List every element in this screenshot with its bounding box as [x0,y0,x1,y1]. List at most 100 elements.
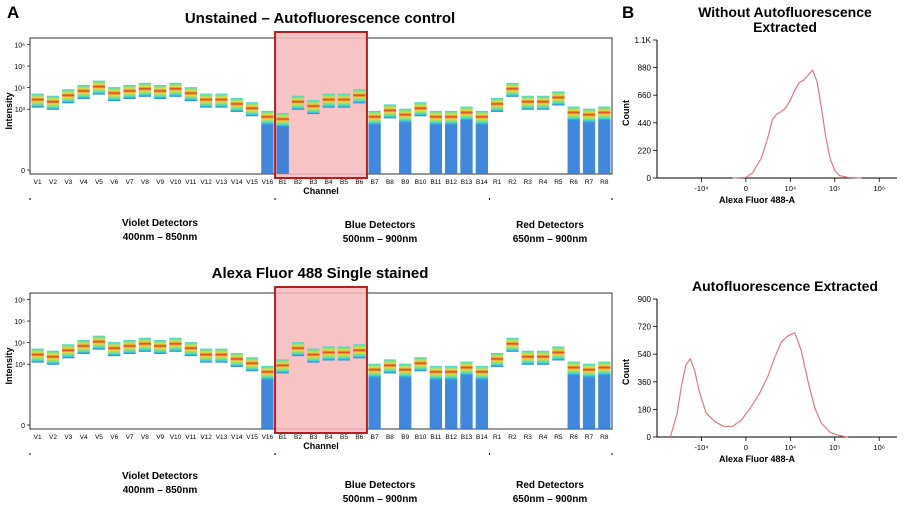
intensity-bar [322,93,335,108]
channel-tick-label: B6 [355,434,363,441]
y-axis-label: Intensity [4,347,14,384]
y-tick-label: 10⁶ [14,42,25,49]
intensity-bar [154,84,167,99]
intensity-bar [567,106,580,121]
histogram-curve [669,331,849,438]
intensity-bar [506,337,519,352]
intensity-bar [582,363,596,378]
channel-tick-label: R3 [524,179,533,186]
intensity-bar [199,348,213,363]
channel-tick-label: V5 [95,434,103,441]
intensity-bar [368,110,381,125]
x-axis-label: Alexa Fluor 488-A [719,454,796,464]
channel-tick-label: R5 [554,434,563,441]
channel-tick-label: V4 [80,434,88,441]
red-detectors-label-1: Red Detectors 650nm – 900nm [512,220,588,245]
intensity-bar [123,84,136,99]
channel-tick-label: R7 [585,434,594,441]
intensity-bar [322,346,335,361]
intensity-bar-floor [276,127,289,174]
intensity-bar [552,91,565,106]
channel-tick-label: B3 [309,434,317,441]
x-tick-label: 10⁴ [785,184,797,193]
channel-tick-label: R6 [570,179,579,186]
channel-tick-label: R1 [493,434,502,441]
channel-tick-label: B13 [461,434,473,441]
violet-detectors-label-2: Violet Detectors 400nm – 850nm [122,471,198,496]
intensity-bar-floor [582,377,596,429]
intensity-bar-floor [567,120,580,174]
channel-tick-label: R1 [493,179,502,186]
intensity-bar [536,350,550,365]
chart-title-unstained: Unstained – Autofluorescence control [184,10,456,27]
intensity-bar [215,348,228,363]
channel-tick-label: V12 [200,434,212,441]
intensity-bar [230,97,243,112]
channel-tick-label: R4 [539,434,548,441]
intensity-bar-floor [445,124,458,174]
intensity-bar [245,102,259,117]
intensity-bar [77,84,90,99]
channel-tick-label: B2 [294,434,302,441]
channel-tick-label: B14 [476,179,488,186]
blue-detectors-label-1: Blue Detectors 500nm – 900nm [342,220,418,245]
spectral-heatmap-af488: 10⁶ 10⁵ 10⁴ 10³ 0 Intensity V1 V2 V3 V4 V5 V6 V7 V8 V9… [4,286,613,455]
intensity-bar [460,106,473,121]
x-tick-label: 10⁵ [829,184,840,193]
intensity-bar [169,82,182,97]
x-tick-label: 10⁶ [874,443,885,452]
channel-tick-label: V1 [34,434,42,441]
intensity-bar-floor [475,124,488,174]
intensity-bar-floor [429,124,443,174]
intensity-bar [291,342,305,357]
intensity-bar [337,346,351,361]
channel-tick-label: V1 [34,179,42,186]
intensity-bar [31,348,44,363]
channel-tick-label: B9 [401,179,409,186]
y-axis-label: Intensity [4,92,14,129]
intensity-bar-floor [460,120,473,174]
intensity-bar [307,100,320,115]
x-tick-label: 0 [744,184,748,193]
channel-tick-label: V10 [170,434,182,441]
intensity-bar [414,102,427,117]
red-detectors-label-2: Red Detectors 650nm – 900nm [512,480,588,505]
intensity-bar-floor [399,122,412,174]
channel-tick-label: V15 [246,434,258,441]
channel-tick-label: V13 [216,434,228,441]
channel-tick-label: V14 [231,434,243,441]
x-axis-label: Alexa Fluor 488-A [719,195,796,205]
blue-detectors-label-2: Blue Detectors 500nm – 900nm [342,480,418,505]
intensity-bar [353,344,366,359]
intensity-bar-floor [261,379,274,429]
intensity-bar-floor [475,379,488,429]
channel-tick-label: V7 [126,179,134,186]
intensity-bar [536,95,550,110]
intensity-bar [92,335,106,350]
y-axis-label: Count [621,100,631,126]
intensity-bar [92,80,106,95]
intensity-bar [475,110,488,125]
y-tick-label: 10³ [15,362,26,369]
intensity-bar-floor [429,379,443,429]
intensity-bar [506,82,519,97]
channel-tick-label: B10 [415,179,427,186]
y-tick-label: 660 [638,91,652,100]
channel-tick-label: V15 [246,179,258,186]
intensity-bar-floor [582,122,596,174]
chart-title-af488: Alexa Fluor 488 Single stained [211,265,429,282]
y-tick-label: 1.1K [635,36,652,45]
channel-tick-label: R6 [570,434,579,441]
intensity-bar [475,365,488,380]
intensity-bar [582,108,596,123]
y-tick-label: 10⁵ [14,64,25,71]
channel-tick-label: V11 [185,179,196,186]
y-tick-label: 0 [21,168,25,175]
y-tick-label: 220 [638,146,652,155]
intensity-bar-floor [368,124,381,174]
channel-tick-label: B4 [325,434,333,441]
intensity-bar [383,359,397,374]
intensity-bar [445,365,458,380]
channel-tick-label: B13 [461,179,473,186]
intensity-bar-floor [368,377,381,429]
